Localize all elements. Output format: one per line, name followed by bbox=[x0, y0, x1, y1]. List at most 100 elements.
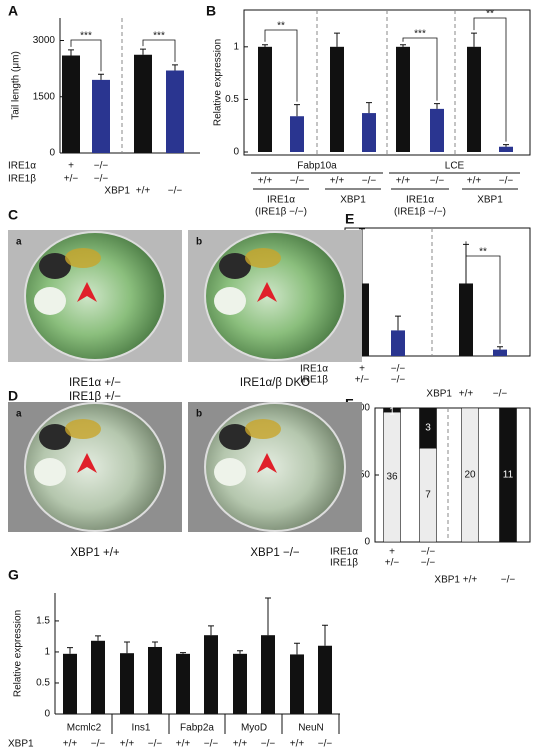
genotype-label: −/− bbox=[94, 161, 109, 172]
error-bar bbox=[208, 625, 214, 636]
y-tick-label: 1 bbox=[233, 41, 239, 52]
error-bar bbox=[172, 64, 178, 71]
genotype-label: −/− bbox=[204, 739, 219, 750]
genotype-label: −/− bbox=[499, 176, 514, 187]
y-tick-label: 50 bbox=[359, 470, 371, 481]
genotype-label: +/+ bbox=[463, 575, 478, 586]
y-tick-label: 0 bbox=[364, 537, 370, 548]
image-letter: a bbox=[16, 237, 22, 248]
pigment bbox=[245, 248, 281, 268]
image-caption: IRE1α/β DKO bbox=[240, 377, 310, 389]
group-label: Fabp2a bbox=[180, 723, 214, 734]
genotype-label: +/+ bbox=[233, 739, 248, 750]
genotype-label: −/− bbox=[318, 739, 333, 750]
genotype-label: −/− bbox=[91, 739, 106, 750]
bar bbox=[258, 46, 272, 152]
row-name: XBP1 bbox=[8, 739, 34, 750]
error-bar bbox=[503, 144, 509, 147]
significance-label: *** bbox=[80, 31, 92, 42]
genotype-label: −/− bbox=[168, 186, 183, 197]
subgroup-label: (IRE1β −/−) bbox=[255, 207, 307, 218]
bar bbox=[63, 653, 77, 714]
image-letter: b bbox=[196, 409, 202, 420]
genotype-label: −/− bbox=[148, 739, 163, 750]
subgroup-label: (IRE1β −/−) bbox=[394, 207, 446, 218]
genotype-label: +/+ bbox=[459, 389, 474, 400]
y-axis-label: Relative expression bbox=[213, 39, 224, 126]
bar-segment bbox=[383, 407, 401, 413]
bar bbox=[134, 54, 152, 153]
row-name: XBP1 bbox=[434, 575, 460, 586]
image-letter: b bbox=[196, 237, 202, 248]
error-bar bbox=[140, 48, 146, 55]
bar bbox=[261, 635, 275, 714]
error-bar bbox=[265, 597, 271, 636]
y-tick-label: 0.5 bbox=[225, 94, 239, 105]
genotype-label: −/− bbox=[421, 558, 436, 569]
panel-label: E bbox=[345, 211, 354, 227]
bar bbox=[91, 640, 105, 714]
error-bar bbox=[67, 647, 73, 654]
group-label: Fabp10a bbox=[297, 161, 337, 172]
bar bbox=[290, 116, 304, 152]
error-bar bbox=[434, 103, 440, 109]
y-tick-label: 1 bbox=[44, 647, 50, 658]
genotype-label: +/+ bbox=[136, 186, 151, 197]
genotype-label: −/− bbox=[421, 547, 436, 558]
error-bar bbox=[124, 641, 130, 654]
error-bar bbox=[400, 44, 406, 47]
image-caption: XBP1 +/+ bbox=[70, 547, 120, 559]
panel-label: A bbox=[8, 3, 18, 19]
error-bar bbox=[395, 315, 401, 331]
pigment bbox=[245, 419, 281, 439]
row-name: XBP1 bbox=[426, 389, 452, 400]
significance-label: ** bbox=[479, 247, 487, 258]
panel-label: B bbox=[206, 3, 216, 19]
segment-label: 36 bbox=[386, 472, 398, 483]
error-bar bbox=[334, 32, 340, 47]
y-tick-label: 0 bbox=[233, 147, 239, 158]
subgroup-label: IRE1α bbox=[267, 195, 295, 206]
arrowhead bbox=[77, 453, 97, 473]
y-tick-label: 0 bbox=[49, 148, 55, 159]
error-bar bbox=[180, 652, 186, 654]
genotype-label: + bbox=[389, 547, 395, 558]
genotype-label: −/− bbox=[290, 176, 305, 187]
segment-label: 3 bbox=[425, 423, 431, 434]
bar bbox=[204, 635, 218, 714]
bar bbox=[493, 349, 507, 356]
row-name: IRE1α bbox=[330, 547, 358, 558]
eye bbox=[219, 253, 251, 279]
arrowhead bbox=[77, 282, 97, 302]
yolk bbox=[214, 458, 246, 486]
significance-label: *** bbox=[153, 31, 165, 42]
group-label: NeuN bbox=[298, 723, 324, 734]
bar bbox=[430, 108, 444, 152]
genotype-label: −/− bbox=[501, 575, 516, 586]
bar bbox=[330, 46, 344, 152]
bar bbox=[318, 645, 332, 714]
image-caption: IRE1α +/− bbox=[69, 377, 121, 389]
error-bar bbox=[366, 102, 372, 114]
row-name: XBP1 bbox=[104, 186, 130, 197]
error-bar bbox=[237, 650, 243, 654]
bar bbox=[120, 653, 134, 714]
significance-bracket bbox=[473, 17, 507, 142]
genotype-label: −/− bbox=[94, 174, 109, 185]
genotype-label: +/+ bbox=[396, 176, 411, 187]
genotype-label: +/+ bbox=[120, 739, 135, 750]
group-label: Mcmlc2 bbox=[67, 723, 102, 734]
segment-label: 1 bbox=[389, 407, 395, 418]
genotype-label: +/− bbox=[355, 375, 370, 386]
error-bar bbox=[152, 641, 158, 647]
significance-label: ** bbox=[277, 21, 285, 32]
panel-label: C bbox=[8, 207, 18, 223]
genotype-label: +/− bbox=[64, 174, 79, 185]
eye bbox=[39, 424, 71, 450]
eye bbox=[219, 424, 251, 450]
y-tick-label: 1500 bbox=[33, 91, 56, 102]
yolk bbox=[34, 287, 66, 315]
yolk bbox=[34, 458, 66, 486]
bar bbox=[148, 646, 162, 714]
